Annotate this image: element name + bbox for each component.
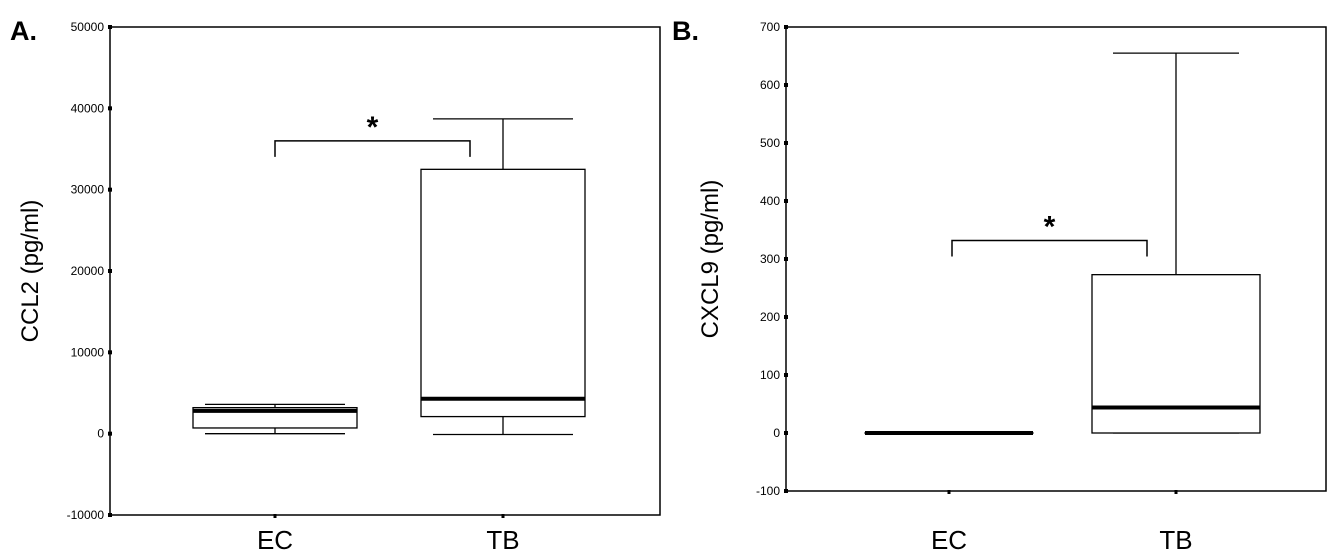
box-iqr [420,168,586,418]
y-tick [108,187,112,192]
y-axis-title: CCL2 (pg/ml) [17,200,44,343]
x-tick [1174,490,1178,494]
y-tick-label: 30000 [71,183,105,197]
panel-label: B. [672,16,699,46]
y-tick-label: 700 [760,20,780,34]
y-tick-label: 500 [760,136,780,150]
y-tick-label: 10000 [71,345,105,359]
x-category-label: EC [931,525,967,553]
y-tick [108,106,112,111]
panel-label: A. [10,16,37,46]
y-tick [784,315,788,319]
y-tick [108,25,112,29]
panel-a: A. -10000 0 10000 20000 30000 40000 50000 CCL2 (… [10,16,661,553]
y-tick-label: 600 [760,78,780,92]
ccl2-boxplot: A. -10000 0 10000 20000 30000 40000 50000 CCL2 (… [10,16,661,553]
panel-b: B. -100 0 100 200 300 400 500 600 700 CXCL9 (pg/ml… [664,0,1328,553]
x-category-label: TB [486,525,519,553]
y-tick [784,489,788,493]
y-tick-label: -10000 [67,508,105,522]
significance-bracket [951,239,1148,257]
box-ec [192,403,358,435]
y-tick [108,269,112,273]
x-category-label: EC [257,525,293,553]
y-tick-label: 0 [773,426,780,440]
significance-star: * [1044,210,1056,243]
y-tick-label: -100 [756,484,780,498]
significance-bracket [274,140,471,157]
y-tick-label: 50000 [71,20,105,34]
y-tick-label: 100 [760,368,780,382]
x-tick [273,514,277,518]
y-tick [784,373,788,377]
y-tick-label: 40000 [71,101,105,115]
y-tick-label: 20000 [71,264,105,278]
y-tick-label: 300 [760,252,780,266]
y-tick [784,141,788,145]
y-tick [108,431,112,436]
cxcl9-boxplot: B. -100 0 100 200 300 400 500 600 700 CXCL9 (pg/ml… [672,16,1327,553]
x-category-label: TB [1159,525,1192,553]
y-tick [108,513,112,517]
y-axis-title: CXCL9 (pg/ml) [697,180,724,339]
significance-star: * [367,111,379,144]
y-tick [784,257,788,261]
box-tb [420,118,586,436]
y-tick-label: 400 [760,194,780,208]
x-tick [501,514,505,518]
y-tick [784,25,788,29]
y-tick-label: 200 [760,310,780,324]
y-tick [784,199,788,203]
y-tick [108,350,112,355]
x-tick [947,490,951,494]
y-tick [784,431,788,435]
box-tb [1091,52,1261,434]
y-tick-label: 0 [97,427,104,441]
y-tick [784,83,788,87]
